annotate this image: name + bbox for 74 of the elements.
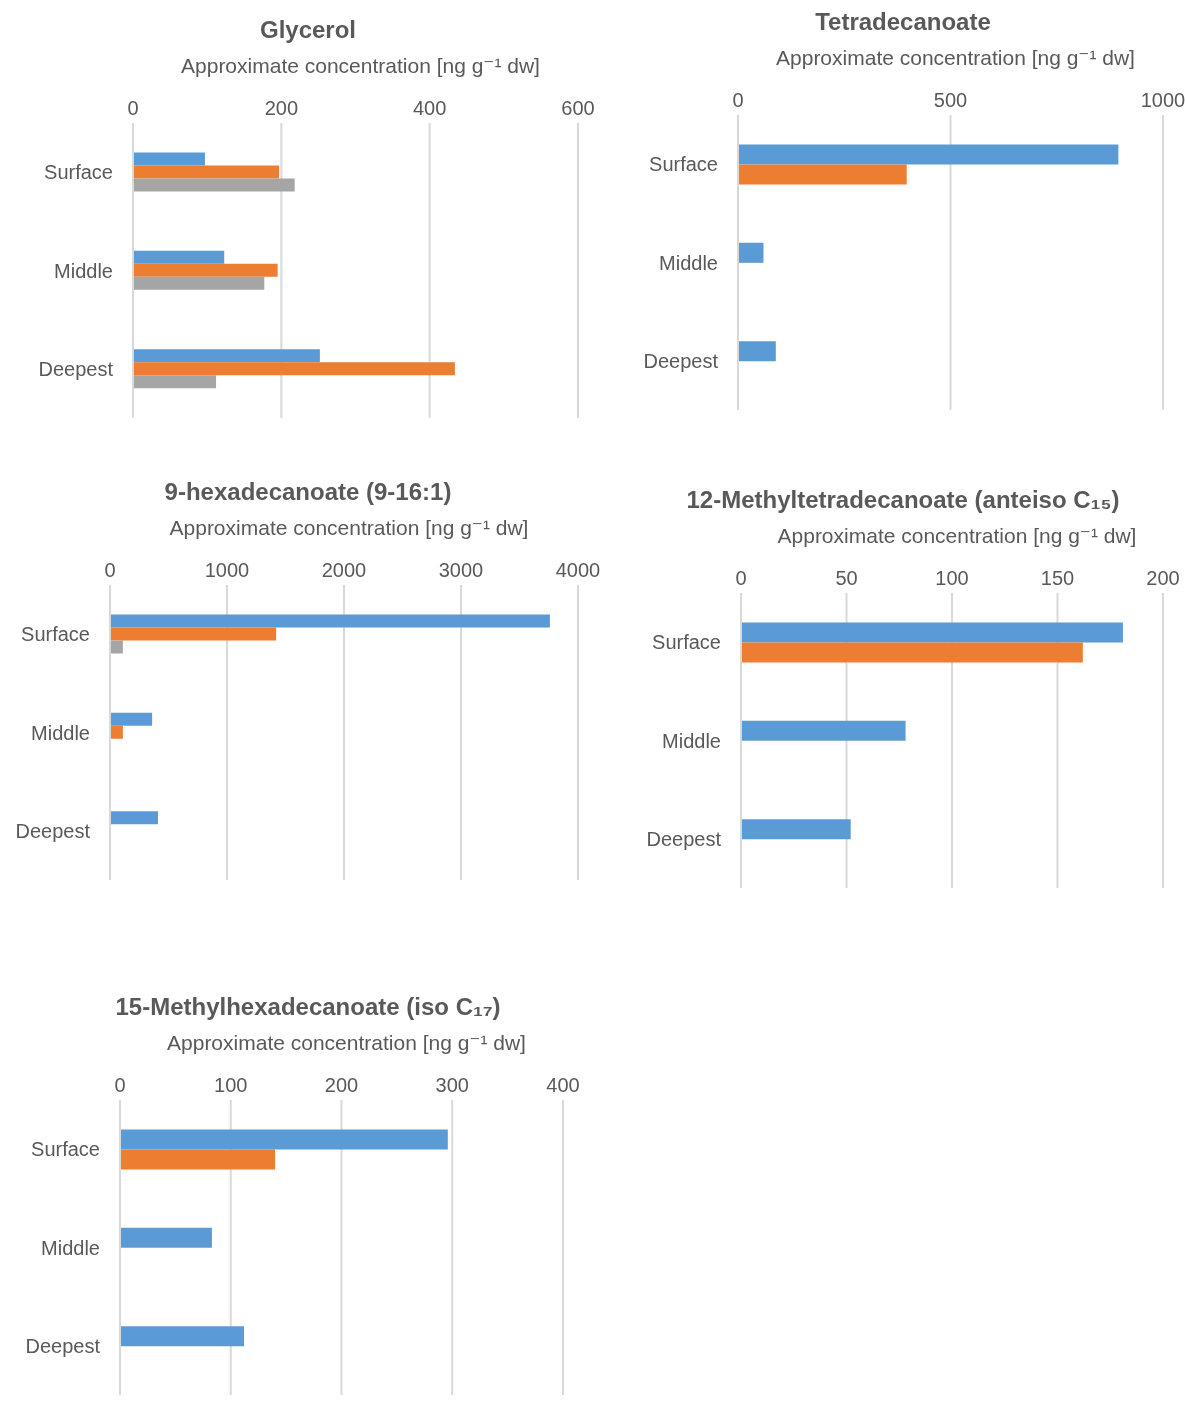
x-axis-title: Approximate concentration [ng g⁻¹ dw] (775, 46, 1136, 70)
x-tick-label: 200 (1146, 567, 1180, 589)
x-tick-label: 0 (732, 89, 744, 111)
y-tick-label: Deepest (15, 819, 91, 842)
x-tick-label: 1000 (1140, 89, 1185, 111)
bar (133, 276, 265, 290)
chart-title: 12-Methyltetradecanoate (anteiso C₁₅) (685, 486, 1121, 515)
bar (120, 1326, 245, 1347)
y-tick-label: Surface (44, 161, 113, 184)
bar (133, 165, 280, 179)
y-tick-label: Middle (54, 259, 113, 282)
x-tick-label: 0 (735, 567, 747, 589)
bar (133, 152, 205, 166)
bar (110, 640, 123, 654)
y-tick-label: Deepest (25, 1334, 101, 1357)
bar (741, 642, 1083, 663)
x-axis-title: Approximate concentration [ng g⁻¹ dw] (166, 1031, 527, 1055)
x-tick-label: 50 (835, 567, 858, 589)
bar (110, 725, 123, 739)
y-tick-label: Middle (41, 1236, 100, 1259)
x-tick-label: 3000 (438, 559, 484, 581)
bar (741, 622, 1123, 643)
x-axis-title: Approximate concentration [ng g⁻¹ dw] (180, 54, 541, 78)
bar (738, 341, 776, 362)
bar (120, 1227, 212, 1248)
y-tick-label: Surface (649, 153, 718, 176)
bar (110, 712, 153, 726)
y-tick-label: Deepest (643, 349, 719, 372)
x-tick-label: 1000 (204, 559, 250, 581)
bar (110, 627, 277, 641)
bar (133, 250, 225, 264)
y-tick-label: Surface (652, 631, 721, 654)
bar (738, 242, 764, 263)
x-tick-label: 0 (114, 1074, 126, 1096)
y-tick-label: Middle (659, 251, 718, 274)
chart-title: 9-hexadecanoate (9-16:1) (163, 478, 453, 507)
chart-title: Tetradecanoate (814, 8, 992, 37)
bar (110, 614, 550, 628)
x-tick-label: 400 (412, 97, 447, 119)
x-tick-label: 500 (933, 89, 968, 111)
chart-title: 15-Methylhexadecanoate (iso C₁₇) (114, 993, 502, 1022)
x-tick-label: 100 (214, 1074, 248, 1096)
y-tick-label: Deepest (38, 357, 114, 380)
bar (133, 349, 320, 363)
bar (133, 263, 278, 277)
y-tick-label: Middle (662, 729, 721, 752)
y-tick-label: Deepest (646, 827, 722, 850)
x-tick-label: 600 (561, 97, 595, 119)
x-tick-label: 300 (435, 1074, 469, 1096)
bar (110, 811, 158, 825)
bar (741, 720, 906, 741)
bar (133, 178, 295, 192)
x-axis-title: Approximate concentration [ng g⁻¹ dw] (776, 524, 1138, 548)
bar (738, 164, 907, 185)
x-tick-label: 2000 (321, 559, 367, 581)
bar (738, 144, 1119, 165)
bar (120, 1129, 448, 1150)
x-axis-title: Approximate concentration [ng g⁻¹ dw] (168, 516, 530, 540)
bar (120, 1149, 276, 1170)
x-tick-label: 200 (324, 1074, 359, 1096)
x-tick-label: 0 (104, 559, 116, 581)
y-tick-label: Middle (31, 721, 90, 744)
x-tick-label: 0 (127, 97, 139, 119)
x-tick-label: 4000 (555, 559, 601, 581)
bar (741, 819, 851, 840)
chart-title: Glycerol (258, 16, 357, 45)
x-tick-label: 200 (264, 97, 299, 119)
x-tick-label: 400 (546, 1074, 580, 1096)
y-tick-label: Surface (31, 1138, 100, 1161)
bar (133, 375, 217, 389)
bar (133, 362, 455, 376)
x-tick-label: 150 (1040, 567, 1075, 589)
y-tick-label: Surface (21, 623, 90, 646)
x-tick-label: 100 (935, 567, 969, 589)
